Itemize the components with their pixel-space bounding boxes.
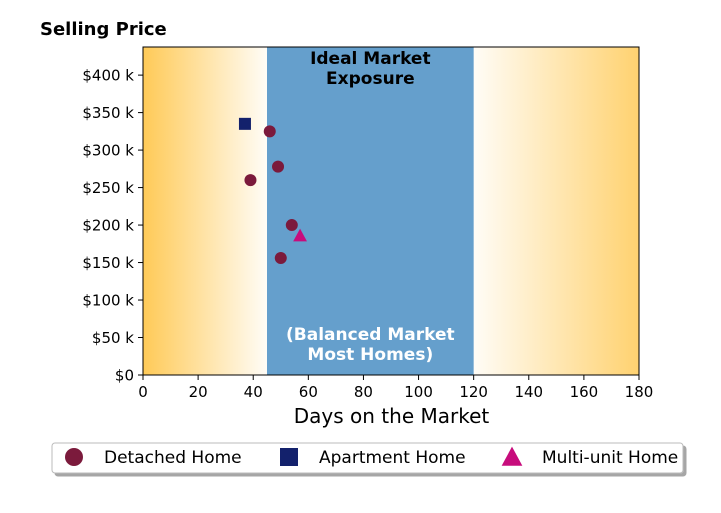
plot-background	[143, 47, 639, 375]
y-axis: $0 $50 k $100 k $150 k $200 k $250 k $300 k $35…	[82, 67, 143, 385]
legend-entry-label: Apartment Home	[319, 448, 466, 468]
x-tick-label: 0	[138, 383, 148, 401]
multi-unit-home-point	[293, 228, 307, 242]
y-tick-label: $350 k	[82, 104, 134, 122]
detached-home-point	[285, 219, 298, 232]
x-axis-label: Days on the Market	[294, 404, 490, 428]
legend-entry-label: Detached Home	[104, 448, 242, 468]
gradient-left	[143, 47, 267, 375]
gradient-right	[473, 47, 639, 375]
x-tick-label: 40	[244, 383, 263, 401]
detached-home-point	[263, 125, 276, 138]
band-subtitle-line: (Balanced Market	[286, 325, 455, 345]
y-tick-label: $300 k	[82, 142, 134, 160]
x-tick-label: 80	[354, 383, 373, 401]
detached-home-point	[272, 160, 285, 173]
apartment-home-point	[238, 117, 251, 130]
y-tick-label: $100 k	[82, 292, 134, 310]
x-tick-label: 140	[514, 383, 543, 401]
plot-frame	[142, 46, 640, 376]
y-tick-label: $250 k	[82, 179, 134, 197]
detached-home-point	[274, 252, 287, 265]
x-tick-label: 60	[299, 383, 318, 401]
legend-marker	[65, 448, 83, 466]
detached-home-point	[244, 174, 257, 187]
band-subtitle-line: Most Homes)	[307, 345, 433, 365]
ideal-market-band	[267, 47, 474, 375]
legend-entry-label: Multi-unit Home	[542, 448, 678, 468]
y-tick-label: $150 k	[82, 254, 134, 272]
legend-box	[51, 442, 684, 474]
x-axis: 0 20 40 60 80 100 120 140 160 180	[138, 375, 653, 401]
y-tick-label: $200 k	[82, 217, 134, 235]
data-points	[238, 117, 307, 265]
legend-marker	[501, 446, 523, 466]
x-tick-label: 100	[404, 383, 433, 401]
chart-title: Selling Price	[40, 19, 167, 40]
y-tick-label: $50 k	[92, 329, 134, 347]
y-tick-label: $400 k	[82, 67, 134, 85]
x-tick-label: 120	[459, 383, 488, 401]
legend: Detached Home Apartment Home Multi-unit Ho…	[51, 442, 684, 474]
x-tick-label: 20	[189, 383, 208, 401]
y-tick-label: $0	[115, 367, 134, 385]
x-tick-label: 160	[570, 383, 599, 401]
band-title-line: Ideal Market	[310, 49, 431, 69]
x-tick-label: 180	[625, 383, 654, 401]
band-title-line: Exposure	[326, 69, 415, 89]
legend-marker	[280, 448, 298, 466]
